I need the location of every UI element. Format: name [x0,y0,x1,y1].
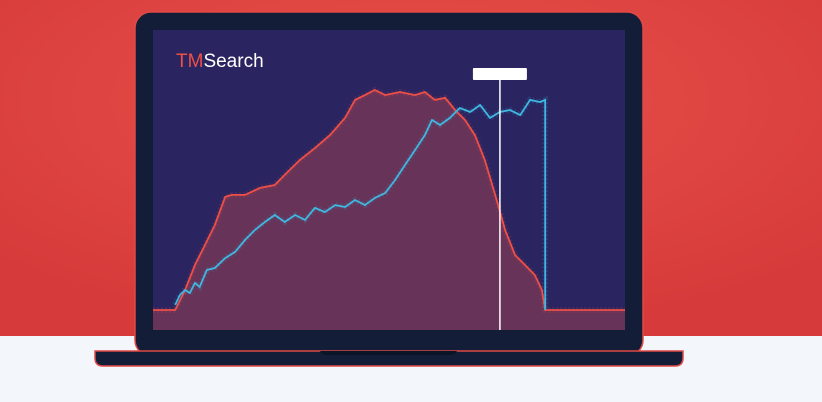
brand: TMSearch [176,51,264,72]
laptop-notch [320,351,457,355]
cursor-tooltip [472,68,527,80]
brand-prefix: TM [176,51,203,72]
brand-name: Search [203,51,263,72]
plot [153,68,625,330]
area [153,90,625,330]
series-line [174,98,547,310]
series-line [153,88,625,311]
laptop-base [94,350,684,367]
